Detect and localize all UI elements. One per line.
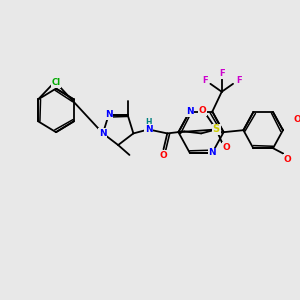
Text: F: F — [202, 76, 208, 85]
Text: F: F — [219, 69, 224, 78]
Text: N: N — [99, 129, 107, 138]
Text: F: F — [236, 76, 242, 85]
Text: N: N — [145, 125, 152, 134]
Text: O: O — [198, 106, 206, 115]
Text: O: O — [160, 151, 167, 160]
Text: N: N — [208, 148, 216, 157]
Text: O: O — [283, 154, 291, 164]
Text: Cl: Cl — [51, 78, 61, 87]
Text: S: S — [213, 124, 220, 134]
Text: N: N — [186, 107, 194, 116]
Text: H: H — [145, 118, 152, 127]
Text: N: N — [105, 110, 112, 119]
Text: O: O — [223, 143, 230, 152]
Text: O: O — [293, 115, 300, 124]
